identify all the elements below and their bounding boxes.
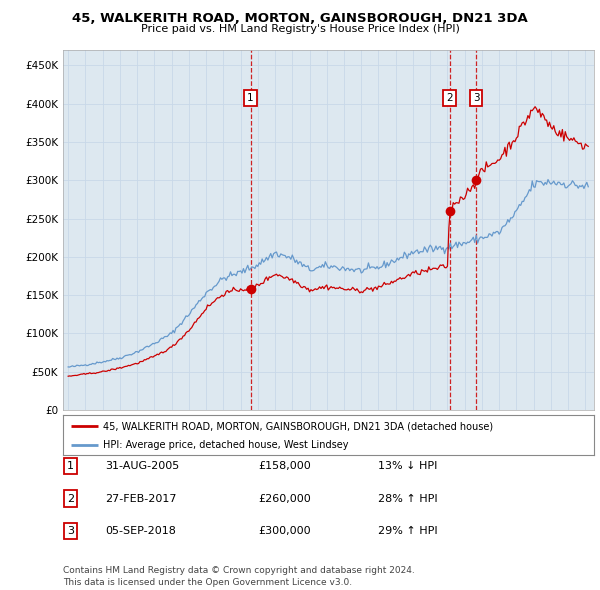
Text: £300,000: £300,000 xyxy=(258,526,311,536)
Text: 05-SEP-2018: 05-SEP-2018 xyxy=(105,526,176,536)
Text: 1: 1 xyxy=(247,93,254,103)
Text: Price paid vs. HM Land Registry's House Price Index (HPI): Price paid vs. HM Land Registry's House … xyxy=(140,24,460,34)
Text: 45, WALKERITH ROAD, MORTON, GAINSBOROUGH, DN21 3DA (detached house): 45, WALKERITH ROAD, MORTON, GAINSBOROUGH… xyxy=(103,421,493,431)
Text: 29% ↑ HPI: 29% ↑ HPI xyxy=(378,526,437,536)
Text: 27-FEB-2017: 27-FEB-2017 xyxy=(105,494,176,503)
Text: 45, WALKERITH ROAD, MORTON, GAINSBOROUGH, DN21 3DA: 45, WALKERITH ROAD, MORTON, GAINSBOROUGH… xyxy=(72,12,528,25)
Text: £158,000: £158,000 xyxy=(258,461,311,471)
Text: 1: 1 xyxy=(67,461,74,471)
Text: HPI: Average price, detached house, West Lindsey: HPI: Average price, detached house, West… xyxy=(103,440,349,450)
Text: 3: 3 xyxy=(67,526,74,536)
Text: 2: 2 xyxy=(67,494,74,503)
Text: Contains HM Land Registry data © Crown copyright and database right 2024.
This d: Contains HM Land Registry data © Crown c… xyxy=(63,566,415,587)
Text: 28% ↑ HPI: 28% ↑ HPI xyxy=(378,494,437,503)
Text: 3: 3 xyxy=(473,93,479,103)
Text: 31-AUG-2005: 31-AUG-2005 xyxy=(105,461,179,471)
Text: £260,000: £260,000 xyxy=(258,494,311,503)
Text: 2: 2 xyxy=(446,93,453,103)
Text: 13% ↓ HPI: 13% ↓ HPI xyxy=(378,461,437,471)
